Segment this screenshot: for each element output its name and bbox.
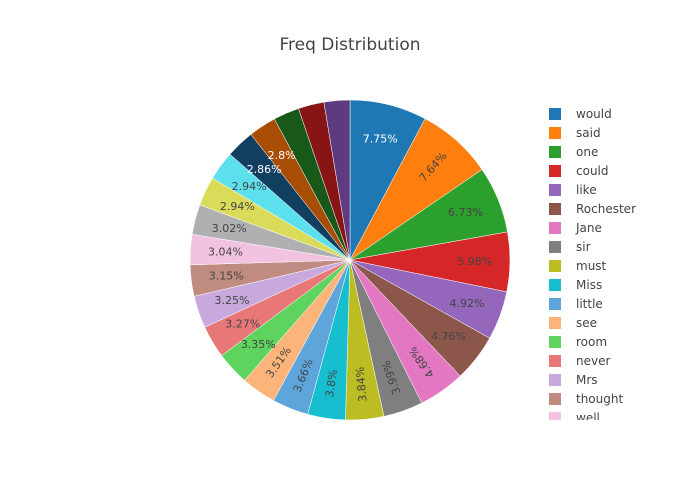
legend-swatch [549,184,561,196]
legend-swatch [549,241,561,253]
pie-label-one: 6.73% [448,206,483,219]
legend-label: little [576,297,603,311]
legend-label: see [576,316,597,330]
pie-slices [189,99,511,421]
legend-item-one[interactable]: one [549,145,598,159]
legend-label: room [576,335,607,349]
pie-label-slice-18: 3.02% [212,222,247,235]
legend-item-said[interactable]: said [549,126,601,140]
legend-item-would[interactable]: would [549,107,612,121]
pie-label-thought: 3.15% [209,270,244,283]
pie-label-mrs: 3.25% [215,294,250,307]
pie-label-like: 4.92% [450,297,485,310]
chart-title: Freq Distribution [280,35,421,55]
pie-label-must: 3.84% [353,366,369,402]
legend-swatch [549,203,561,215]
legend: would said one could like Rochester Jane sir mus… [549,107,636,425]
legend-item-must[interactable]: must [549,259,607,273]
legend-item-miss[interactable]: Miss [549,278,602,292]
legend-swatch [549,146,561,158]
legend-item-well[interactable]: well [549,411,600,425]
legend-swatch [549,374,561,386]
legend-item-room[interactable]: room [549,335,607,349]
pie-label-miss: 3.8% [323,369,340,399]
legend-swatch [549,336,561,348]
legend-swatch [549,127,561,139]
legend-label: Jane [575,221,602,235]
pie-label-slice-20: 2.94% [232,180,267,193]
pie-label-never: 3.27% [225,317,260,330]
legend-label: could [576,164,609,178]
legend-label: must [576,259,607,273]
legend-item-little[interactable]: little [549,297,603,311]
legend-label: one [576,145,598,159]
legend-swatch [549,260,561,272]
legend-label: Rochester [576,202,636,216]
legend-item-could[interactable]: could [549,164,609,178]
legend-swatch [549,279,561,291]
pie-label-slice-22: 2.8% [268,149,296,162]
legend-label: would [576,107,612,121]
legend-swatch [549,165,561,177]
legend-swatch [549,355,561,367]
legend-label: Miss [576,278,602,292]
legend-item-rochester[interactable]: Rochester [549,202,636,216]
legend-swatch [549,222,561,234]
legend-item-sir[interactable]: sir [549,240,591,254]
pie-label-slice-19: 2.94% [220,200,255,213]
legend-label: never [576,354,610,368]
legend-item-like[interactable]: like [549,183,597,197]
pie-label-room: 3.35% [241,338,276,351]
legend-item-see[interactable]: see [549,316,597,330]
legend-label: well [576,411,600,425]
legend-label: like [576,183,597,197]
legend-swatch [549,108,561,120]
pie-label-slice-21: 2.86% [247,163,282,176]
pie-label-rochester: 4.76% [431,330,466,343]
pie-label-well: 3.04% [208,245,243,258]
legend-item-jane[interactable]: Jane [549,221,602,235]
legend-label: Mrs [576,373,598,387]
legend-item-mrs[interactable]: Mrs [549,373,598,387]
legend-swatch [549,393,561,405]
pie-slice-slice-25[interactable] [323,99,351,261]
legend-label: thought [576,392,623,406]
legend-item-thought[interactable]: thought [549,392,623,406]
legend-label: said [576,126,601,140]
legend-swatch [549,317,561,329]
legend-swatch [549,298,561,310]
legend-label: sir [576,240,591,254]
legend-swatch [549,412,561,420]
legend-item-never[interactable]: never [549,354,610,368]
pie-label-would: 7.75% [363,132,398,145]
pie-label-could: 5.98% [457,255,492,268]
